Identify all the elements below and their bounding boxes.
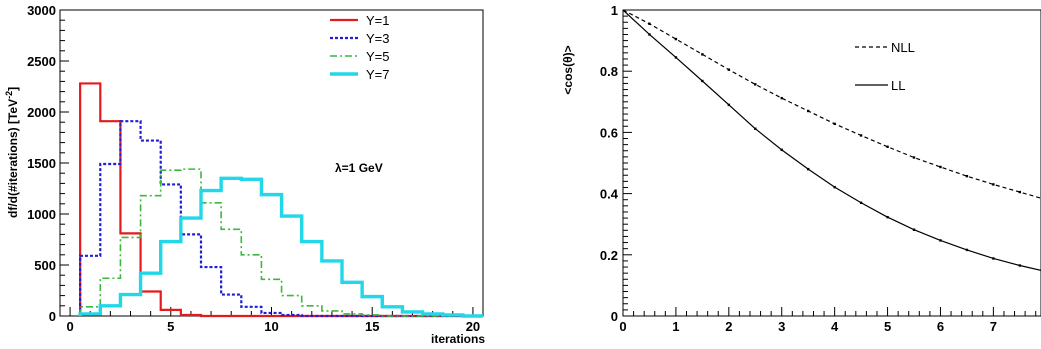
right-xtick-label: 5 xyxy=(884,319,891,334)
legend-label: Y=7 xyxy=(366,67,390,82)
iterations-histogram-panel: 0 500 1000 1500 2000 2500 3000 0 5 10 15 20 df/d(#i… xyxy=(4,3,485,346)
right-xtick-label: 0 xyxy=(619,319,626,334)
right-plot-frame xyxy=(622,9,1041,317)
data-point-ll xyxy=(1018,264,1022,267)
right-xtick-label: 1 xyxy=(672,319,679,334)
right-ytick-label: 0.2 xyxy=(600,248,618,263)
data-point-nll xyxy=(754,83,757,86)
data-point-ll xyxy=(727,103,731,107)
data-point-ll xyxy=(939,239,942,242)
curve-nll xyxy=(622,9,1041,199)
left-xtick-label: 5 xyxy=(167,319,174,334)
curve-ll xyxy=(622,9,1041,272)
data-point-ll xyxy=(833,185,836,189)
left-legend: Y=1 Y=3 Y=5 Y=7 xyxy=(330,13,390,82)
data-point-nll xyxy=(701,53,704,56)
left-plot-frame xyxy=(59,9,484,317)
data-point-ll xyxy=(648,33,651,36)
left-xtick-label: 10 xyxy=(264,319,278,334)
right-xtick-label: 4 xyxy=(831,319,839,334)
data-point-ll xyxy=(754,127,757,130)
legend-label: Y=3 xyxy=(366,31,390,46)
left-xlabel: iterations xyxy=(431,332,485,346)
legend-label: Y=1 xyxy=(366,13,390,28)
right-ytick-label: 0.8 xyxy=(600,64,618,79)
left-xtick-label: 15 xyxy=(365,319,379,334)
left-ytick-label: 1500 xyxy=(27,156,56,171)
right-xtick-label: 2 xyxy=(725,319,732,334)
right-xtick-label: 7 xyxy=(990,319,997,334)
lambda-annotation: λ=1 GeV xyxy=(335,161,383,175)
cos-theta-panel: 0 0.2 0.4 0.6 0.8 1 0 1 2 3 4 5 6 7 <cos(θ)> NLL LL xyxy=(561,3,1041,334)
data-point-ll xyxy=(780,148,783,152)
data-point-nll xyxy=(1018,190,1022,194)
data-point-nll xyxy=(939,165,942,169)
data-point-ll xyxy=(992,257,995,260)
right-ytick-label: 0.4 xyxy=(600,187,619,202)
data-point-nll xyxy=(674,37,678,41)
legend-label: Y=5 xyxy=(366,49,390,64)
legend-label: NLL xyxy=(891,40,915,55)
data-point-ll xyxy=(886,215,889,219)
data-point-nll xyxy=(648,22,651,25)
right-ytick-label: 1 xyxy=(611,3,618,18)
data-point-ll xyxy=(912,228,916,231)
left-ytick-label: 500 xyxy=(34,258,56,273)
data-point-nll xyxy=(833,122,836,126)
data-point-ll xyxy=(674,56,678,59)
histogram-series-y5 xyxy=(79,168,483,317)
left-ytick-label: 2500 xyxy=(27,54,56,69)
right-ytick-label: 0 xyxy=(611,309,618,324)
right-ylabel: <cos(θ)> xyxy=(561,45,575,94)
data-point-nll xyxy=(806,109,810,113)
data-point-ll xyxy=(806,167,810,171)
right-xtick-label: 6 xyxy=(937,319,944,334)
right-xtick-label: 3 xyxy=(778,319,785,334)
right-axes: 0 0.2 0.4 0.6 0.8 1 0 1 2 3 4 5 6 7 xyxy=(600,3,1037,334)
left-series xyxy=(78,82,483,318)
data-point-nll xyxy=(992,183,995,186)
data-point-ll xyxy=(859,201,863,204)
histogram-series-y7 xyxy=(78,176,483,318)
left-ytick-label: 1000 xyxy=(27,207,56,222)
data-point-nll xyxy=(965,174,969,178)
data-point-ll xyxy=(965,248,969,252)
data-point-nll xyxy=(859,134,863,137)
right-legend: NLL LL xyxy=(855,40,915,93)
right-series xyxy=(622,9,1041,272)
left-ylabel: df/d(#iterations) [TeV-2] xyxy=(4,87,20,218)
data-point-nll xyxy=(727,68,731,71)
data-point-ll xyxy=(701,79,704,83)
left-xtick-label: 20 xyxy=(466,319,480,334)
data-point-nll xyxy=(912,156,916,159)
left-ytick-label: 3000 xyxy=(27,3,56,18)
right-ytick-label: 0.6 xyxy=(600,125,618,140)
data-point-nll xyxy=(780,96,783,100)
left-ytick-label: 2000 xyxy=(27,105,56,120)
left-ytick-label: 0 xyxy=(49,309,56,324)
data-point-nll xyxy=(886,145,889,148)
legend-label: LL xyxy=(891,78,905,93)
histogram-series-y3 xyxy=(79,120,483,318)
left-xtick-label: 0 xyxy=(66,319,73,334)
left-axes: 0 500 1000 1500 2000 2500 3000 0 5 10 15 20 xyxy=(27,3,480,334)
